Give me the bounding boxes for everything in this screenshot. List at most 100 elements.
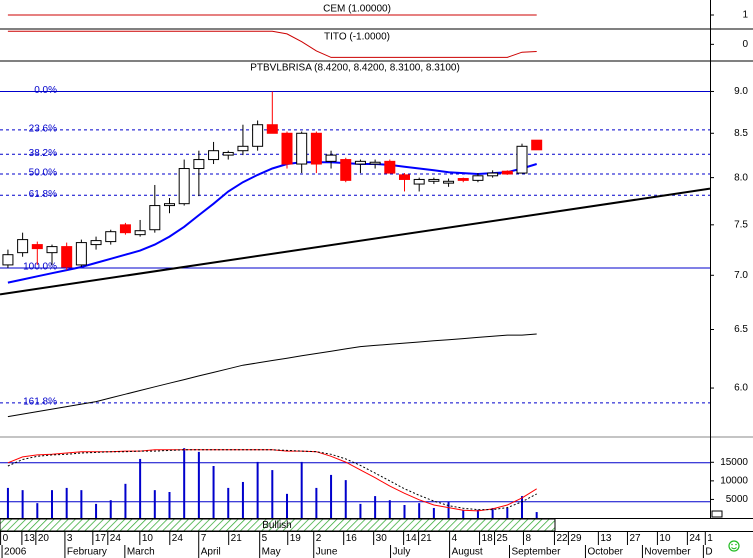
fib-label: 50.0% (29, 168, 57, 179)
month-label: 2006 (4, 547, 27, 558)
candle-body (472, 175, 484, 181)
candle-body (487, 172, 499, 177)
volume-bar (330, 474, 333, 518)
volume-bar (462, 509, 465, 518)
candle-body (90, 240, 102, 246)
candle-body (516, 145, 528, 174)
x-tick-label: 5 (262, 533, 268, 544)
x-tick-label: 16 (346, 533, 358, 544)
volume-bar (447, 502, 450, 518)
candle-body (281, 132, 293, 165)
signal-label: Bullish (262, 520, 291, 531)
candle-body (61, 246, 73, 268)
y-tick-label: 15000 (720, 457, 748, 468)
volume-bar (476, 509, 479, 518)
month-label: September (512, 547, 562, 558)
x-tick-label: 7 (201, 533, 207, 544)
x-tick-label: 13 (24, 533, 36, 544)
y-tick-label: 10000 (720, 475, 748, 486)
x-tick-label: 22 (556, 533, 568, 544)
volume-bar (124, 483, 127, 518)
candle-body (266, 124, 278, 134)
y-tick-label: 1 (742, 10, 748, 21)
volume-bar (520, 496, 523, 518)
volume-bar (491, 507, 494, 518)
volume-bar (50, 490, 53, 518)
candle-body (222, 151, 234, 156)
x-tick-label: 10 (659, 533, 671, 544)
y-tick-label: 8.5 (734, 128, 748, 139)
x-tick-label: 24 (172, 533, 184, 544)
x-tick-label: 2 (316, 533, 322, 544)
candle-body (252, 124, 264, 147)
candle-body (31, 244, 43, 250)
month-label: April (201, 547, 221, 558)
month-label: March (127, 547, 155, 558)
candle-body (413, 178, 425, 185)
x-tick-label: 18 (482, 533, 494, 544)
volume-bar (359, 503, 362, 518)
fib-label: 161.8% (23, 396, 57, 407)
status-icon (728, 540, 740, 552)
x-tick-label: 0 (3, 533, 9, 544)
chart-title: PTBVLBRISA (8.4200, 8.4200, 8.3100, 8.31… (250, 63, 460, 74)
volume-bar (344, 480, 347, 518)
x-tick-label: 29 (570, 533, 582, 544)
candle-body (208, 150, 220, 161)
oscillator-line (7, 449, 537, 511)
oscillator-line (7, 449, 537, 512)
indicator-title: TITO (-1.0000) (324, 32, 390, 43)
y-tick-label: 6.0 (734, 383, 748, 394)
candle-body (501, 170, 513, 175)
month-label: October (587, 547, 623, 558)
volume-bar (432, 507, 435, 518)
volume-bar (65, 487, 68, 518)
x-tick-label: 21 (421, 533, 433, 544)
month-label: November (644, 547, 691, 558)
x-tick-label: 14 (406, 533, 418, 544)
volume-bar (388, 500, 391, 518)
volume-bar (256, 461, 259, 518)
x-tick-label: 25 (497, 533, 509, 544)
volume-bar (21, 490, 24, 518)
x-tick-label: 20 (38, 533, 50, 544)
volume-bar (139, 458, 142, 518)
candle-body (325, 154, 337, 162)
candle-body (296, 132, 308, 165)
x-tick-label: 21 (231, 533, 243, 544)
volume-bar (374, 496, 377, 518)
fib-label: 38.2% (29, 148, 57, 159)
volume-bar (418, 503, 421, 518)
candle-body (178, 168, 190, 205)
volume-bar (80, 490, 83, 518)
y-tick-label: 0 (742, 39, 748, 50)
candle-body (398, 174, 410, 180)
candle-body (119, 224, 131, 234)
month-label: August (452, 547, 483, 558)
candle-body (46, 246, 58, 254)
month-label: June (316, 547, 338, 558)
candle-body (457, 178, 469, 181)
candle-body (2, 254, 14, 266)
x-tick-label: 19 (290, 533, 302, 544)
volume-bar (109, 500, 112, 518)
x-tick-label: 3 (67, 533, 73, 544)
volume-bar (95, 503, 98, 518)
volume-bar (36, 503, 39, 518)
volume-bar (6, 487, 9, 518)
candle-body (310, 132, 322, 165)
x-tick-label: 24 (110, 533, 122, 544)
volume-bar (153, 490, 156, 518)
scroll-box (711, 510, 723, 518)
candle-body (134, 230, 146, 236)
fib-label: 0.0% (34, 85, 57, 96)
y-tick-label: 7.0 (734, 270, 748, 281)
volume-bar (403, 505, 406, 518)
candle-body (443, 180, 455, 184)
candle-body (163, 203, 175, 207)
x-tick-label: 10 (142, 533, 154, 544)
candle-body (237, 145, 249, 152)
candle-body (531, 139, 543, 151)
volume-bar (197, 451, 200, 518)
